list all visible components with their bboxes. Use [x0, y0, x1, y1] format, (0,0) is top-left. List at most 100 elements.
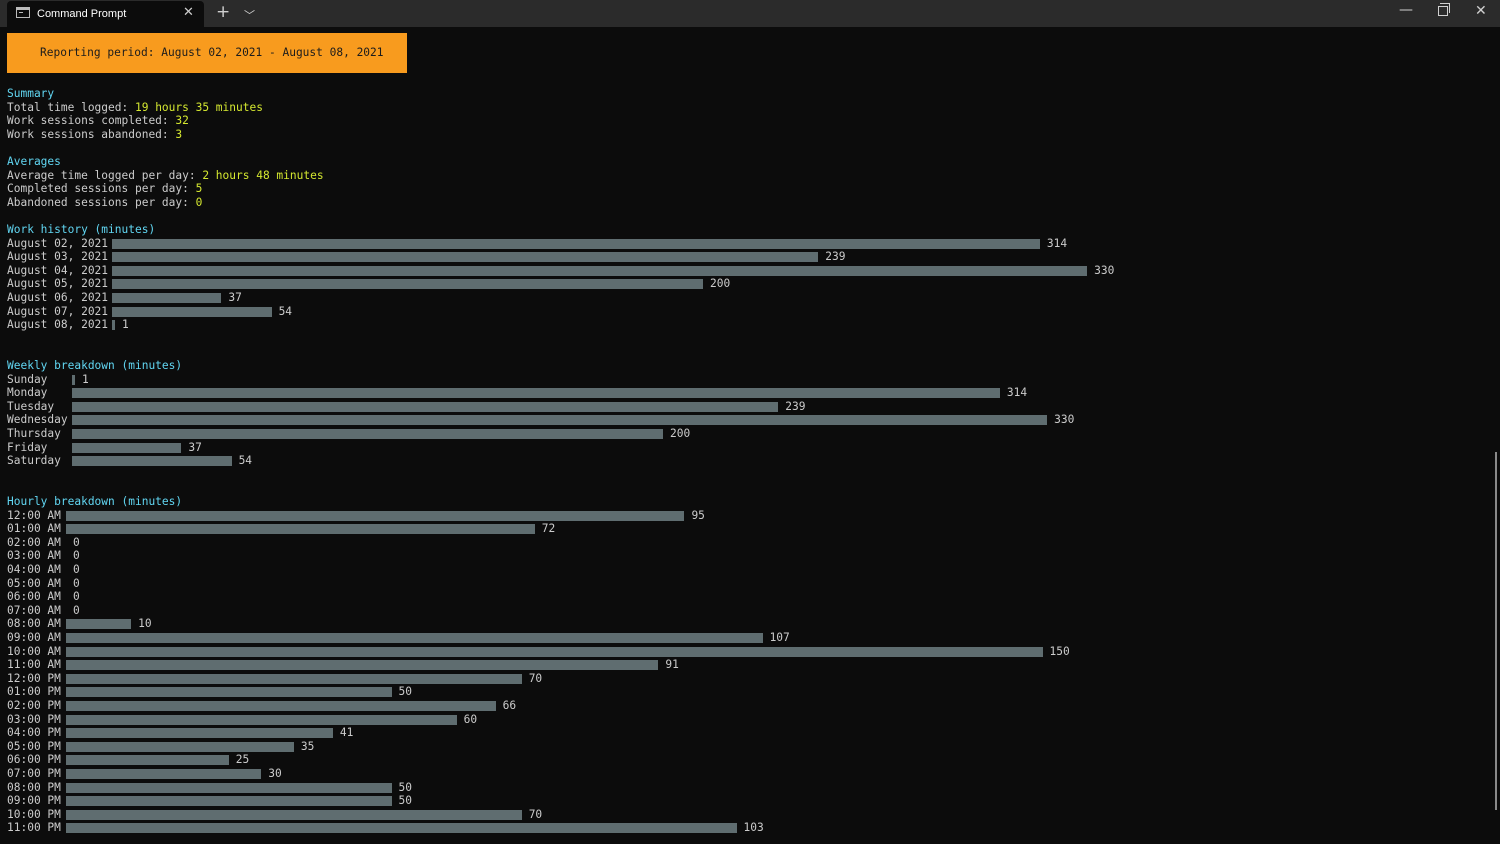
sessions-completed-line: Work sessions completed: 32: [7, 114, 189, 128]
terminal-output[interactable]: Reporting period: August 02, 2021 - Augu…: [7, 27, 1487, 844]
work-history-value: 1: [121, 318, 129, 332]
hourly-value: 60: [463, 712, 478, 726]
hourly-value: 41: [339, 726, 354, 740]
weekly-value: 1: [81, 372, 89, 386]
hourly-label: 03:00 AM: [7, 549, 61, 563]
hourly-bar: [66, 510, 685, 521]
work-history-value: 37: [228, 291, 242, 304]
weekly-bar: [72, 415, 1048, 426]
hourly-label: 01:00 PM: [7, 685, 61, 699]
hourly-value: 25: [235, 753, 250, 767]
hourly-label: 06:00 AM: [7, 590, 61, 604]
work-history-value: 239: [825, 250, 846, 264]
weekly-bar: [72, 374, 75, 385]
hourly-bar: [66, 687, 392, 698]
hourly-value: 107: [769, 631, 790, 644]
work-history-label: August 03, 2021: [7, 250, 109, 264]
hourly-bar: [66, 809, 522, 820]
hourly-label: 11:00 AM: [7, 658, 61, 672]
weekly-bar: [72, 388, 1000, 399]
hourly-label: 11:00 PM: [7, 821, 61, 835]
hourly-label: 02:00 PM: [7, 699, 61, 712]
hourly-bar: [66, 633, 763, 643]
work-history-value: 200: [710, 277, 731, 291]
close-tab-icon[interactable]: ✕: [183, 5, 194, 20]
weekly-label: Thursday: [7, 427, 61, 440]
hourly-label: 10:00 AM: [7, 644, 61, 658]
hourly-bar: [66, 782, 392, 793]
avg-completed-label: Completed sessions per day:: [7, 182, 196, 196]
averages-heading: Averages: [7, 155, 61, 168]
weekly-label: Saturday: [7, 454, 61, 468]
hourly-bar: [66, 769, 262, 779]
hourly-label: 12:00 PM: [7, 671, 61, 685]
hourly-bar: [66, 701, 496, 711]
weekly-label: Tuesday: [7, 399, 55, 413]
hourly-value: 30: [268, 767, 282, 780]
hourly-label: 08:00 AM: [7, 617, 61, 631]
hourly-value: 91: [665, 658, 679, 672]
close-window-icon[interactable]: ✕: [1475, 3, 1487, 19]
hourly-label: 07:00 AM: [7, 603, 61, 617]
weekly-bar: [72, 429, 663, 439]
avg-time-label: Average time logged per day:: [7, 168, 203, 182]
work-history-value: 54: [278, 304, 293, 318]
title-bar: Command Prompt ✕ + ﹀ — ✕: [0, 0, 1500, 27]
hourly-value: 95: [691, 508, 705, 522]
hourly-label: 10:00 PM: [7, 807, 61, 821]
weekly-value: 200: [670, 427, 691, 440]
sessions-abandoned-value: 3: [175, 127, 183, 141]
hourly-label: 09:00 AM: [7, 631, 61, 644]
avg-completed-line: Completed sessions per day: 5: [7, 182, 202, 196]
work-history-value: 330: [1094, 263, 1115, 277]
tab-title: Command Prompt: [37, 8, 127, 20]
weekly-bar: [72, 401, 779, 412]
hourly-value: 0: [73, 576, 80, 590]
hourly-label: 01:00 AM: [7, 522, 61, 536]
hourly-label: 05:00 AM: [7, 576, 61, 590]
tab-command-prompt[interactable]: Command Prompt ✕: [7, 1, 204, 27]
new-tab-plus-icon[interactable]: +: [216, 2, 231, 22]
work-history-label: August 06, 2021: [7, 291, 109, 304]
minimize-icon[interactable]: —: [1399, 2, 1413, 18]
hourly-heading: Hourly breakdown (minutes): [7, 495, 183, 508]
work-history-bar: [112, 265, 1088, 276]
hourly-value: 50: [398, 780, 412, 794]
hourly-bar: [66, 755, 229, 766]
hourly-bar: [66, 619, 132, 630]
hourly-value: 0: [73, 535, 80, 549]
avg-time-line: Average time logged per day: 2 hours 48 …: [7, 169, 324, 183]
work-history-bar: [112, 252, 819, 263]
hourly-value: 0: [73, 549, 80, 563]
total-time-value: 19 hours 35 minutes: [134, 100, 263, 114]
chevron-down-icon[interactable]: ﹀: [244, 9, 255, 22]
hourly-label: 07:00 PM: [7, 767, 61, 780]
total-time-label: Total time logged:: [7, 100, 135, 114]
weekly-heading: Weekly breakdown (minutes): [7, 359, 183, 372]
hourly-value: 35: [300, 739, 315, 753]
weekly-label: Wednesday: [7, 413, 68, 427]
avg-completed-value: 5: [195, 182, 203, 196]
hourly-label: 05:00 PM: [7, 739, 61, 753]
hourly-bar: [66, 796, 392, 807]
work-history-label: August 07, 2021: [7, 304, 109, 318]
hourly-bar: [66, 524, 535, 535]
avg-time-value: 2 hours 48 minutes: [202, 168, 324, 182]
hourly-bar: [66, 673, 522, 684]
hourly-value: 50: [398, 685, 412, 699]
vertical-scrollbar[interactable]: [1495, 452, 1497, 810]
weekly-bar: [72, 456, 232, 467]
work-history-bar: [112, 306, 272, 317]
hourly-bar: [66, 660, 659, 671]
total-time-line: Total time logged: 19 hours 35 minutes: [7, 101, 263, 115]
hourly-value: 70: [528, 807, 543, 821]
work-history-bar: [112, 279, 703, 290]
weekly-value: 239: [785, 399, 806, 413]
hourly-value: 50: [398, 794, 412, 808]
hourly-label: 03:00 PM: [7, 712, 61, 726]
weekly-label: Friday: [7, 440, 48, 454]
summary-heading: Summary: [7, 87, 55, 100]
restore-icon[interactable]: [1438, 3, 1450, 16]
work-history-heading: Work history (minutes): [7, 223, 156, 236]
weekly-value: 37: [188, 440, 202, 454]
